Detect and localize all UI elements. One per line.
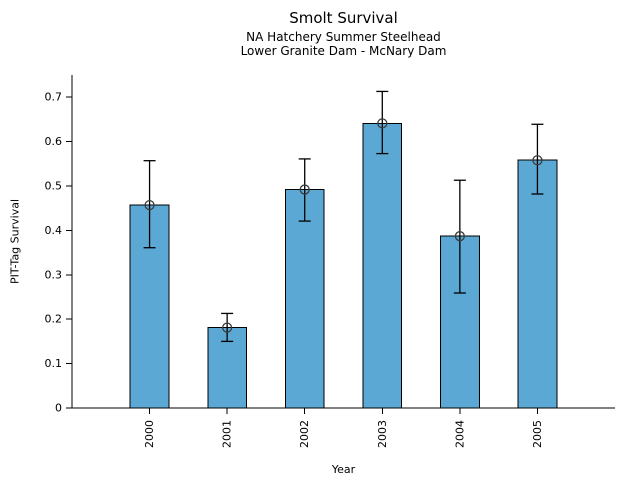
y-tick-label: 0.7: [45, 91, 63, 104]
y-tick-label: 0.4: [45, 224, 63, 237]
value-marker-2003: [377, 118, 388, 129]
y-tick-label: 0.6: [45, 135, 63, 148]
x-tick-label: 2003: [376, 420, 389, 448]
x-axis-label: Year: [331, 463, 356, 476]
x-tick-label: 2000: [143, 420, 156, 448]
x-tick-label: 2001: [221, 420, 234, 448]
y-tick-label: 0.2: [45, 313, 63, 326]
value-marker-2000: [144, 199, 155, 211]
value-marker-2002: [299, 184, 310, 195]
y-axis-label: PIT-Tag Survival: [9, 199, 22, 284]
value-marker-2004: [454, 231, 466, 242]
chart-subtitle-line1: NA Hatchery Summer Steelhead: [246, 30, 441, 44]
y-tick-label: 0: [55, 402, 62, 415]
bar-2003: [362, 122, 403, 409]
x-tick-label: 2004: [453, 420, 466, 448]
y-tick-label: 0.5: [45, 180, 63, 193]
y-tick-label: 0.1: [45, 357, 63, 370]
value-marker-2005: [532, 155, 543, 166]
chart-title: Smolt Survival: [289, 9, 398, 27]
y-tick-label: 0.3: [45, 268, 63, 281]
x-tick-label: 2002: [298, 420, 311, 448]
value-marker-2001: [221, 322, 233, 333]
bar-2002: [284, 189, 325, 409]
x-tick-label: 2005: [531, 420, 544, 448]
bar-2005: [517, 159, 558, 409]
chart-subtitle-line2: Lower Granite Dam - McNary Dam: [240, 44, 447, 58]
